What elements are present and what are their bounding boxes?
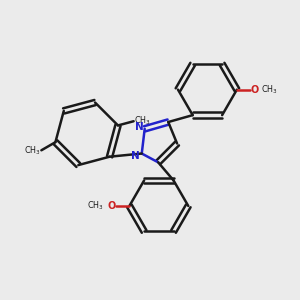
Text: O: O: [107, 201, 116, 211]
Text: CH$_3$: CH$_3$: [134, 115, 151, 128]
Text: N: N: [135, 122, 144, 132]
Text: CH$_3$: CH$_3$: [87, 200, 104, 212]
Text: CH$_3$: CH$_3$: [24, 144, 41, 157]
Text: O: O: [251, 85, 259, 94]
Text: N: N: [131, 151, 140, 161]
Text: CH$_3$: CH$_3$: [261, 83, 278, 96]
